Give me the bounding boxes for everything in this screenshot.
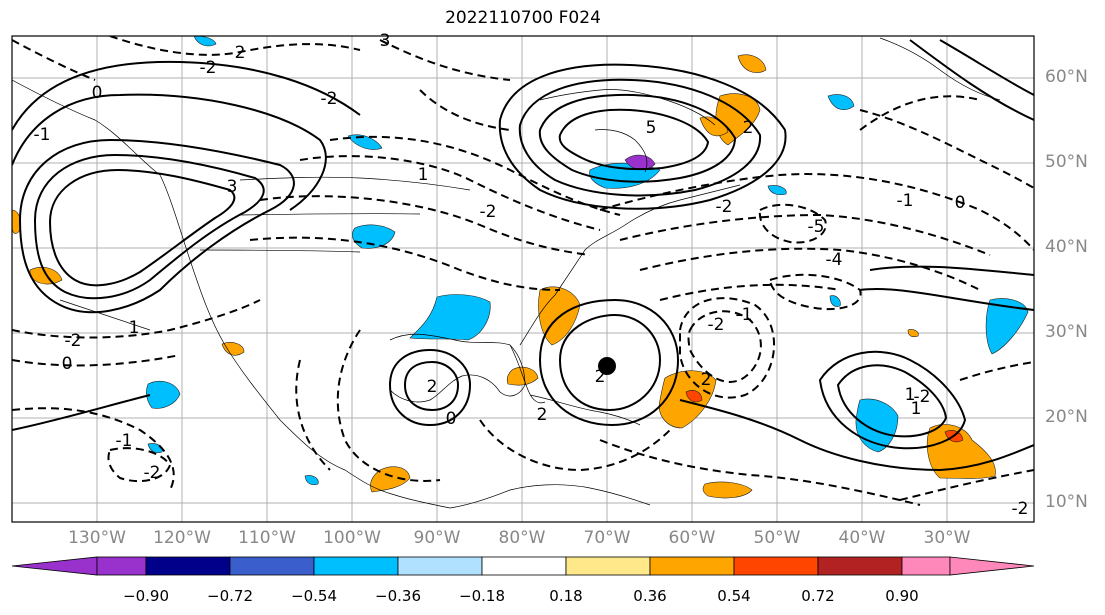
lon-label: 130°W <box>68 528 126 548</box>
map-frame <box>11 35 1035 523</box>
contour-label: 0 <box>92 83 103 103</box>
contour-label: 2 <box>537 405 548 425</box>
colorbar-tick-label: −0.36 <box>375 587 421 605</box>
colorbar-bin <box>313 556 399 576</box>
storm-center-marker <box>598 357 616 375</box>
lat-label: 30°N <box>1045 322 1088 342</box>
map-title: 2022110700 F024 <box>445 8 601 28</box>
contour-label: 2 <box>427 377 438 397</box>
contour-label: 1 <box>129 318 140 338</box>
colorbar-max-extension <box>949 556 1035 576</box>
contour-label: -2 <box>321 89 338 109</box>
colorbar-tick-label: 0.18 <box>549 587 583 605</box>
contour-labels: 2 -2 3 0 -1 1 -2 5 0 3 -2 1 -2 0 2 -1 -2… <box>34 31 1029 519</box>
colorbar-bin <box>733 556 819 576</box>
lon-label: 90°W <box>413 528 461 548</box>
lon-label: 110°W <box>238 528 296 548</box>
lat-label: 10°N <box>1045 492 1088 512</box>
contour-label: -2 <box>200 58 217 78</box>
contour-label: 2 <box>235 43 246 63</box>
contour-label: -1 <box>897 191 914 211</box>
contour-label: 3 <box>227 177 238 197</box>
colorbar-bin <box>481 556 567 576</box>
lon-label: 70°W <box>583 528 631 548</box>
colorbar-bin <box>229 556 315 576</box>
colorbar-tick-label: 0.72 <box>801 587 835 605</box>
colorbar-tick-label: −0.90 <box>123 587 169 605</box>
coastlines <box>12 37 1001 509</box>
contour-label: 2 <box>743 118 754 138</box>
lon-label: 120°W <box>153 528 211 548</box>
contour-label: -2 <box>1012 499 1029 519</box>
contour-label: 1 <box>418 165 429 185</box>
contour-label: -2 <box>144 463 161 483</box>
colorbar-tick-label: 0.90 <box>885 587 919 605</box>
lon-label: 40°W <box>838 528 886 548</box>
colorbar-bin <box>565 556 651 576</box>
contour-label: 0 <box>955 193 966 213</box>
colorbar-tick-label: 0.36 <box>633 587 667 605</box>
lat-label: 40°N <box>1045 237 1088 257</box>
contour-label: 1 <box>905 385 916 405</box>
lat-label: 20°N <box>1045 407 1088 427</box>
contour-label: -5 <box>808 217 825 237</box>
colorbar-tick-label: −0.18 <box>459 587 505 605</box>
contour-label: -2 <box>65 331 82 351</box>
lat-label: 50°N <box>1045 152 1088 172</box>
lon-label: 100°W <box>323 528 381 548</box>
colorbar-bin <box>817 556 903 576</box>
contour-label: 3 <box>380 31 391 51</box>
colorbar-tick-label: −0.54 <box>291 587 337 605</box>
contour-label: 1 <box>911 399 922 419</box>
contour-label: 5 <box>646 118 657 138</box>
colorbar-bin <box>96 556 147 576</box>
contour-label: 2 <box>701 370 712 390</box>
colorbar-bin <box>649 556 735 576</box>
contour-label: -1 <box>116 431 133 451</box>
colorbar-tick-label: 0.54 <box>717 587 751 605</box>
contour-label: -1 <box>34 125 51 145</box>
shaded-anomalies <box>12 36 1029 499</box>
contour-label: -1 <box>736 305 753 325</box>
dashed-contours <box>12 36 1034 506</box>
contour-label: 2 <box>595 367 606 387</box>
contour-label: -2 <box>708 315 725 335</box>
contour-label: -2 <box>480 202 497 222</box>
colorbar-bin <box>397 556 483 576</box>
contour-label: -2 <box>716 197 733 217</box>
lon-label: 60°W <box>668 528 716 548</box>
contour-label: -2 <box>914 387 931 407</box>
colorbar-bin <box>901 556 951 576</box>
colorbar-tick-label: −0.72 <box>207 587 253 605</box>
contour-label: 0 <box>446 409 457 429</box>
colorbar-min-extension <box>11 556 98 576</box>
colorbar <box>11 556 1035 576</box>
solid-contours <box>12 39 1034 472</box>
lon-label: 50°W <box>753 528 801 548</box>
colorbar-bin <box>145 556 231 576</box>
lon-label: 80°W <box>498 528 546 548</box>
lon-label: 30°W <box>923 528 971 548</box>
contour-label: -4 <box>826 250 843 270</box>
contour-label: 0 <box>62 354 73 374</box>
lat-label: 60°N <box>1045 67 1088 87</box>
